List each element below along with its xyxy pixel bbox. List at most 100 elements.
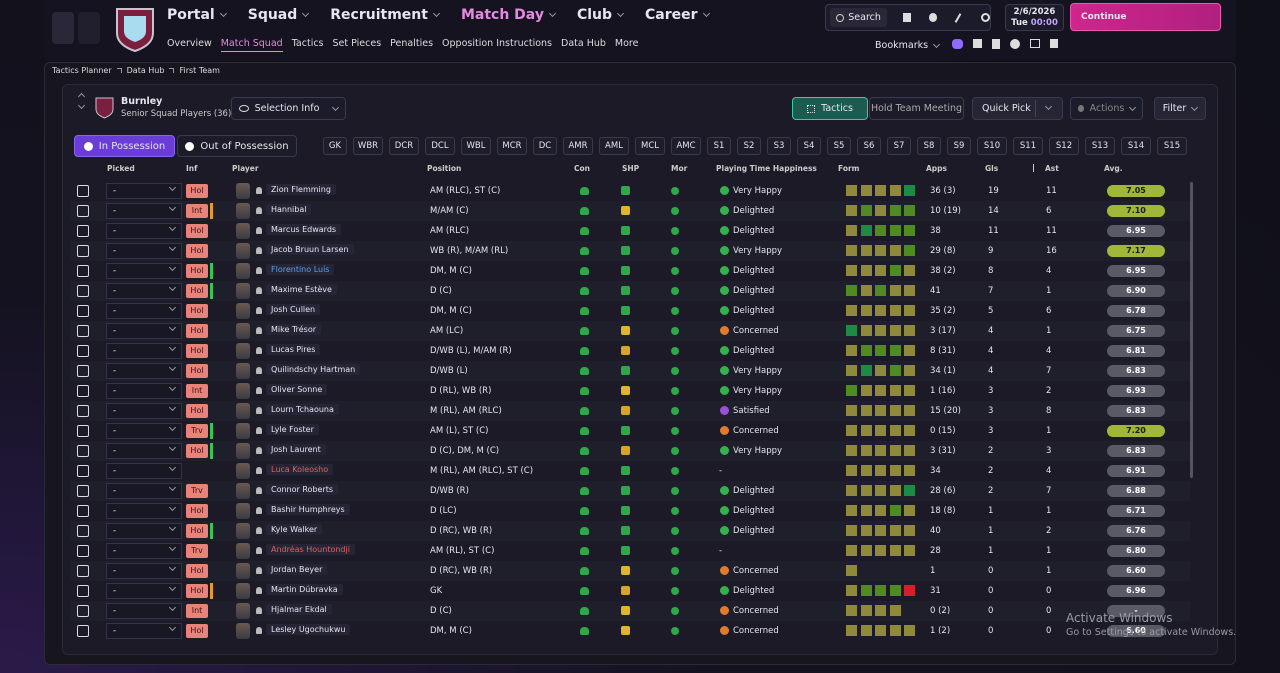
position-slot[interactable]: S3	[767, 137, 791, 155]
player-name[interactable]: Lourn Tchaouna	[266, 404, 339, 415]
table-row[interactable]: - Int Hjalmar Ekdal D (C) Concerned 0 (2) 0 0 -	[70, 601, 1190, 621]
table-row[interactable]: - Int Hannibal M/AM (C) Delighted 10 (19) 14 6 7…	[70, 201, 1190, 221]
column-header[interactable]: SHP	[622, 164, 640, 173]
breadcrumb-item[interactable]: Data Hub	[126, 66, 165, 75]
collapse-toggle[interactable]	[77, 92, 86, 110]
picked-select[interactable]: -	[106, 343, 182, 359]
checkbox[interactable]	[77, 225, 89, 237]
position-slot[interactable]: S13	[1085, 137, 1115, 155]
checkbox[interactable]	[77, 485, 89, 497]
sub-menu-item[interactable]: Set Pieces	[332, 38, 382, 49]
table-row[interactable]: - Hol Mike Trésor AM (LC) Concerned 3 (17) 4 1 6…	[70, 321, 1190, 341]
menu-item[interactable]: Match Day	[461, 7, 556, 23]
breadcrumb-item[interactable]: Tactics Planner	[52, 66, 112, 75]
table-row[interactable]: - Hol Lucas Pires D/WB (L), M/AM (R) Delight…	[70, 341, 1190, 361]
icon[interactable]	[954, 12, 962, 23]
picked-select[interactable]: -	[106, 183, 182, 199]
date-box[interactable]: 2/6/2026 Tue 00:00	[1005, 4, 1064, 31]
checkbox[interactable]	[77, 245, 89, 257]
player-name[interactable]: Florentino Luís	[266, 264, 335, 275]
checkbox[interactable]	[77, 205, 89, 217]
checkbox[interactable]	[77, 405, 89, 417]
picked-select[interactable]: -	[106, 263, 182, 279]
position-slot[interactable]: GK	[323, 137, 347, 155]
checkbox[interactable]	[77, 305, 89, 317]
search-button[interactable]: Search	[830, 8, 888, 27]
menu-item[interactable]: Recruitment	[330, 7, 441, 23]
tab-in-possession[interactable]: In Possession	[74, 135, 175, 157]
picked-select[interactable]: -	[106, 363, 182, 379]
table-row[interactable]: - Trv Andréas Hountondji AM (RL), ST (C) - 28…	[70, 541, 1190, 561]
position-slot[interactable]: S8	[917, 137, 941, 155]
sub-menu-item[interactable]: Data Hub	[561, 38, 606, 49]
position-slot[interactable]: S12	[1049, 137, 1079, 155]
picked-select[interactable]: -	[106, 543, 182, 559]
settings-icon[interactable]	[981, 13, 991, 22]
checkbox[interactable]	[77, 605, 89, 617]
menu-item[interactable]: Squad	[248, 7, 310, 23]
player-name[interactable]: Oliver Sonne	[266, 384, 328, 395]
checkbox[interactable]	[77, 325, 89, 337]
player-name[interactable]: Luca Koleosho	[266, 464, 334, 475]
player-name[interactable]: Zion Flemming	[266, 184, 336, 195]
picked-select[interactable]: -	[106, 443, 182, 459]
table-row[interactable]: - Hol Quilindschy Hartman D/WB (L) Very Happ…	[70, 361, 1190, 381]
sub-menu-item[interactable]: Overview	[167, 38, 212, 49]
scrollbar[interactable]	[1190, 182, 1193, 478]
table-row[interactable]: - Hol Maxime Estève D (C) Delighted 41 7 1 6.90	[70, 281, 1190, 301]
player-name[interactable]: Josh Cullen	[266, 304, 321, 315]
checkbox[interactable]	[77, 545, 89, 557]
back-button[interactable]	[52, 12, 74, 44]
player-name[interactable]: Maxime Estève	[266, 284, 337, 295]
picked-select[interactable]: -	[106, 303, 182, 319]
position-slot[interactable]: S15	[1157, 137, 1187, 155]
column-header[interactable]: Mor	[671, 164, 688, 173]
column-header[interactable]: Gls	[985, 164, 999, 173]
table-row[interactable]: - Hol Lesley Ugochukwu DM, M (C) Concerned 1 …	[70, 621, 1190, 641]
icon[interactable]	[992, 39, 1000, 49]
picked-select[interactable]: -	[106, 243, 182, 259]
position-slot[interactable]: S10	[977, 137, 1007, 155]
position-slot[interactable]: AMR	[563, 137, 593, 155]
sub-menu-item[interactable]: Penalties	[390, 38, 434, 49]
player-name[interactable]: Connor Roberts	[266, 484, 339, 495]
table-row[interactable]: - Hol Marcus Edwards AM (RLC) Delighted 38 11 1…	[70, 221, 1190, 241]
position-slot[interactable]: S6	[857, 137, 881, 155]
sub-menu-item[interactable]: Match Squad	[220, 38, 283, 52]
checkbox[interactable]	[77, 425, 89, 437]
player-name[interactable]: Lyle Foster	[266, 424, 319, 435]
checkbox[interactable]	[77, 345, 89, 357]
player-name[interactable]: Quilindschy Hartman	[266, 364, 361, 375]
picked-select[interactable]: -	[106, 383, 182, 399]
player-name[interactable]: Lucas Pires	[266, 344, 321, 355]
table-row[interactable]: - Int Oliver Sonne D (RL), WB (R) Very Happy…	[70, 381, 1190, 401]
position-slot[interactable]: MCR	[497, 137, 527, 155]
icon[interactable]	[903, 13, 911, 22]
picked-select[interactable]: -	[106, 583, 182, 599]
player-name[interactable]: Andréas Hountondji	[266, 544, 355, 555]
position-slot[interactable]: AMC	[671, 137, 701, 155]
icon[interactable]	[973, 39, 982, 48]
table-row[interactable]: - Hol Josh Laurent D (C), DM, M (C) Very Hap…	[70, 441, 1190, 461]
position-slot[interactable]: S1	[707, 137, 731, 155]
sub-menu-item[interactable]: Opposition Instructions	[442, 38, 552, 49]
position-slot[interactable]: WBR	[353, 137, 383, 155]
forward-button[interactable]	[78, 12, 100, 44]
player-name[interactable]: Martin Dúbravka	[266, 584, 343, 595]
picked-select[interactable]: -	[106, 463, 182, 479]
column-header[interactable]: Con	[574, 164, 590, 173]
breadcrumb-item[interactable]: First Team	[179, 66, 220, 75]
picked-select[interactable]: -	[106, 323, 182, 339]
position-slot[interactable]: AML	[599, 137, 629, 155]
checkbox[interactable]	[77, 185, 89, 197]
team-meeting-button[interactable]: Hold Team Meeting	[869, 97, 964, 120]
picked-select[interactable]: -	[106, 423, 182, 439]
column-header[interactable]: Player	[232, 164, 259, 173]
table-row[interactable]: - Hol Florentino Luís DM, M (C) Delighted 38 …	[70, 261, 1190, 281]
checkbox[interactable]	[77, 385, 89, 397]
tactics-button[interactable]: Tactics	[792, 97, 868, 120]
column-header[interactable]: Form	[838, 164, 860, 173]
checkbox[interactable]	[77, 285, 89, 297]
table-row[interactable]: - Trv Lyle Foster AM (L), ST (C) Concerned 0 …	[70, 421, 1190, 441]
picked-select[interactable]: -	[106, 563, 182, 579]
